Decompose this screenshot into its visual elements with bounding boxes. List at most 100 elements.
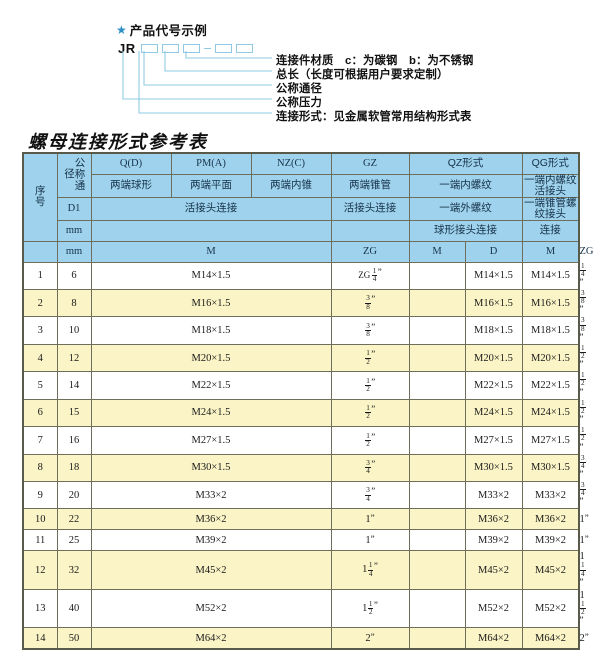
cell-m-qg: M27×1.5 [521,426,580,455]
cell-m-qg: M18×1.5 [521,316,580,345]
cell-bore: 50 [56,627,92,650]
table-row: 8 18 M30×1.5 3 4” M30×1.5 M30×1.5 3 4” [22,453,586,482]
header-unit-m-qpmnz: M [90,240,332,263]
product-code-heading-label: 产品代号示例 [129,24,208,38]
cell-m-qz [408,261,466,290]
header-desc1-gz: 两端锥管 [330,173,410,198]
code-box-2 [161,44,179,53]
cell-m-qpmnz: M22×1.5 [90,371,332,400]
header-group-q: Q(D) [90,152,172,175]
header-desc1-nz: 两端内锥 [250,173,332,198]
cell-seq: 12 [22,550,58,590]
cell-m-qpmnz: M33×2 [90,480,332,510]
cell-d-qz: M30×1.5 [464,453,523,482]
header-group-pm: PM(A) [170,152,252,175]
cell-zg-gz: 1 1 4” [330,550,410,590]
cell-m-qpmnz: M36×2 [90,508,332,531]
cell-m-qpmnz: M64×2 [90,627,332,650]
product-code-diagram: ★ 产品代号示例 JR 连接件材质 c：为碳钢 b：为不锈钢 总长（长度可根据用… [0,0,600,128]
cell-m-qz [408,627,466,650]
code-box-4 [214,44,232,53]
cell-m-qpmnz: M24×1.5 [90,398,332,428]
header-unit-bore: mm [56,240,92,263]
header-unit-zg-gz: ZG [330,240,410,263]
header-desc2-gz: 活接头连接 [330,196,410,221]
header-nominal-bore: 公称通径 [56,152,92,198]
star-icon: ★ [116,22,127,37]
cell-bore: 32 [56,550,92,590]
cell-m-qz [408,426,466,455]
cell-bore: 12 [56,343,92,373]
cell-seq: 14 [22,627,58,650]
header-group-qz: QZ形式 [408,152,523,175]
cell-seq: 1 [22,261,58,290]
product-code-boxes: JR [118,41,257,56]
cell-seq: 7 [22,426,58,455]
cell-zg-gz: 3 8” [330,288,410,318]
cell-zg-gz: 1 2” [330,343,410,373]
table-header: 序号 公称通径 Q(D) PM(A) NZ(C) GZ QZ形式 QG形式 两端… [22,152,594,263]
header-seq-char1: 序 [35,185,46,198]
header-seq-char2: 号 [35,196,46,209]
cell-d-qz: M20×1.5 [464,343,523,373]
cell-seq: 13 [22,588,58,629]
annotation-material: 连接件材质 c：为碳钢 b：为不锈钢 [276,55,474,67]
cell-bore: 25 [56,529,92,552]
header-row-units: mm M ZG M D M ZG [22,240,594,263]
annotation-nominal-bore: 公称通径 [276,83,322,95]
spec-table-container: 序号 公称通径 Q(D) PM(A) NZ(C) GZ QZ形式 QG形式 两端… [22,152,594,650]
cell-m-qpmnz: M30×1.5 [90,453,332,482]
cell-d-qz: M27×1.5 [464,426,523,455]
table-body: 1 6 M14×1.5 ZG 1 4” M14×1.5 M14×1.5 1 4” 2 8 M16×1.5… [22,261,589,650]
cell-m-qpmnz: M20×1.5 [90,343,332,373]
header-group-nz: NZ(C) [250,152,332,175]
cell-bore: 18 [56,453,92,482]
cell-zg-gz: ZG 1 4” [330,261,410,290]
cell-m-qz [408,288,466,318]
header-desc2-qz: 一端外螺纹 [408,196,523,221]
cell-bore: 10 [56,316,92,345]
table-row: 13 40 M52×2 1 1 2” M52×2 M52×2 1 1 2” [22,588,586,629]
header-unit-mm: mm [56,219,92,242]
cell-zg-gz: 1” [330,508,410,531]
code-dash [203,47,211,50]
table-row: 12 32 M45×2 1 1 4” M45×2 M45×2 1 1 4” [22,550,586,590]
cell-m-qz [408,398,466,428]
cell-m-qg: M30×1.5 [521,453,580,482]
cell-d-qz: M22×1.5 [464,371,523,400]
code-box-5 [235,44,253,53]
cell-d-qz: M64×2 [464,627,523,650]
leader-lines [122,51,272,114]
header-unit-m-qz: M [408,240,466,263]
table-row: 3 10 M18×1.5 3 8” M18×1.5 M18×1.5 3 8” [22,316,586,345]
cell-seq: 4 [22,343,58,373]
cell-m-qz [408,371,466,400]
cell-zg-gz: 2” [330,627,410,650]
cell-seq: 10 [22,508,58,531]
cell-d-qz: M24×1.5 [464,398,523,428]
cell-m-qz [408,316,466,345]
cell-m-qpmnz: M14×1.5 [90,261,332,290]
cell-d-qz: M36×2 [464,508,523,531]
cell-seq: 2 [22,288,58,318]
code-box-1 [140,44,158,53]
header-desc1-q: 两端球形 [90,173,172,198]
cell-m-qpmnz: M52×2 [90,588,332,629]
cell-m-qz [408,508,466,531]
annotation-connection-type: 连接形式：见金属软管常用结构形式表 [276,111,472,123]
cell-d-qz: M45×2 [464,550,523,590]
table-row: 9 20 M33×2 3 4” M33×2 M33×2 3 4” [22,480,586,510]
header-unit-m-qg: M [521,240,580,263]
cell-m-qg: M22×1.5 [521,371,580,400]
product-code-heading: ★ 产品代号示例 [116,20,207,39]
cell-m-qz [408,550,466,590]
cell-bore: 20 [56,480,92,510]
product-code-prefix: JR [118,41,136,56]
cell-m-qg: M64×2 [521,627,580,650]
cell-bore: 6 [56,261,92,290]
cell-d-qz: M39×2 [464,529,523,552]
cell-m-qpmnz: M45×2 [90,550,332,590]
cell-m-qg: M16×1.5 [521,288,580,318]
cell-seq: 11 [22,529,58,552]
cell-seq: 9 [22,480,58,510]
